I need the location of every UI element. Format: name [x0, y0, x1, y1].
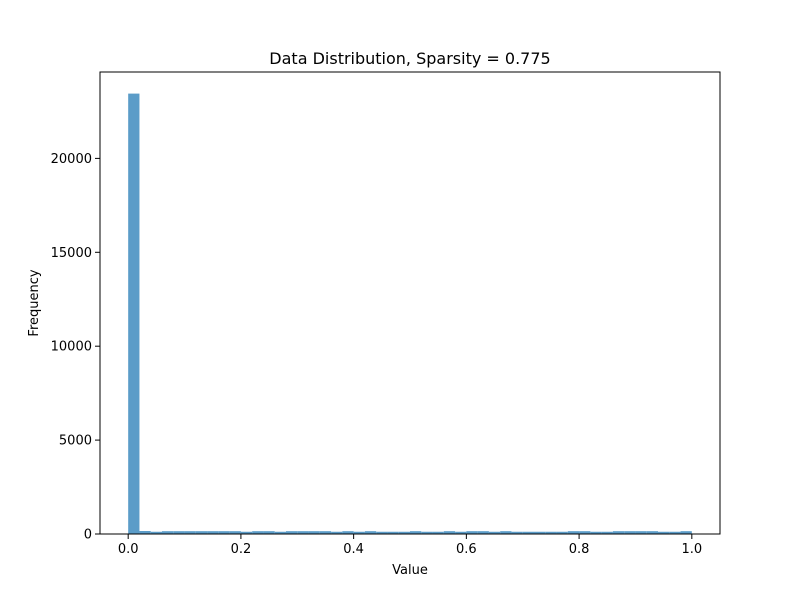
y-axis-ticks: 0 5000 10000 15000 20000	[51, 152, 100, 543]
histogram-bars	[128, 93, 692, 534]
y-tick-label: 0	[84, 528, 92, 543]
histogram-bar	[646, 531, 658, 534]
histogram-bar	[488, 531, 501, 534]
histogram-bar	[162, 531, 174, 534]
x-axis-label: Value	[392, 563, 428, 578]
histogram-bar	[139, 531, 151, 534]
histogram-bar	[195, 531, 208, 534]
histogram-bar	[128, 93, 140, 534]
x-axis-ticks: 0.0 0.2 0.4 0.6 0.8 1.0	[118, 534, 702, 557]
y-tick-label: 10000	[51, 340, 92, 355]
x-tick-label: 0.6	[456, 542, 477, 557]
histogram-bar	[331, 531, 343, 534]
histogram-bar	[274, 531, 286, 534]
histogram-bar	[522, 531, 534, 534]
plot-area-frame	[99, 71, 721, 535]
histogram-bar	[680, 531, 692, 534]
histogram-bar	[240, 531, 253, 534]
histogram-bar	[308, 531, 320, 534]
x-tick-label: 0.8	[569, 542, 590, 557]
histogram-bar	[398, 531, 410, 534]
histogram-bar	[376, 531, 388, 534]
histogram-bar	[229, 531, 241, 534]
histogram-bar	[263, 531, 275, 534]
histogram-bar	[184, 531, 196, 534]
histogram-bar	[669, 531, 681, 534]
histogram-bar	[635, 531, 647, 534]
histogram-bar	[466, 531, 478, 534]
histogram-bar	[173, 531, 185, 534]
histogram-bar	[421, 531, 433, 534]
y-tick-label: 5000	[59, 434, 92, 449]
y-axis-label: Frequency	[27, 269, 42, 336]
histogram-bar	[556, 531, 568, 534]
histogram-bar	[207, 531, 219, 534]
histogram-bar	[150, 531, 162, 534]
x-tick-label: 0.0	[118, 542, 139, 557]
histogram-bar	[500, 531, 512, 534]
histogram-bar	[477, 531, 489, 534]
histogram-bar	[410, 531, 422, 534]
histogram-bar	[342, 531, 354, 534]
histogram-bar	[658, 531, 670, 534]
histogram-bar	[455, 531, 467, 534]
histogram-bar	[624, 531, 636, 534]
histogram-bar	[534, 531, 546, 534]
histogram-bar	[601, 531, 613, 534]
histogram-bar	[443, 531, 456, 534]
histogram-bar	[218, 531, 230, 534]
histogram-bar	[590, 531, 602, 534]
histogram-bar	[353, 531, 365, 534]
histogram-bar	[432, 531, 444, 534]
x-tick-label: 1.0	[681, 542, 702, 557]
histogram-bar	[252, 531, 264, 534]
histogram-bar	[364, 531, 377, 534]
histogram-bar	[545, 531, 557, 534]
histogram-bar	[567, 531, 580, 534]
x-tick-label: 0.2	[231, 542, 252, 557]
histogram-bar	[511, 531, 523, 534]
chart-title: Data Distribution, Sparsity = 0.775	[269, 49, 550, 68]
histogram-bar	[319, 531, 332, 534]
histogram-bar	[286, 531, 298, 534]
y-tick-label: 15000	[51, 246, 92, 261]
histogram-bar	[579, 531, 591, 534]
y-tick-label: 20000	[51, 152, 92, 167]
histogram-bar	[612, 531, 625, 534]
histogram-bar	[297, 531, 309, 534]
x-tick-label: 0.4	[343, 542, 364, 557]
histogram-bar	[387, 531, 399, 534]
